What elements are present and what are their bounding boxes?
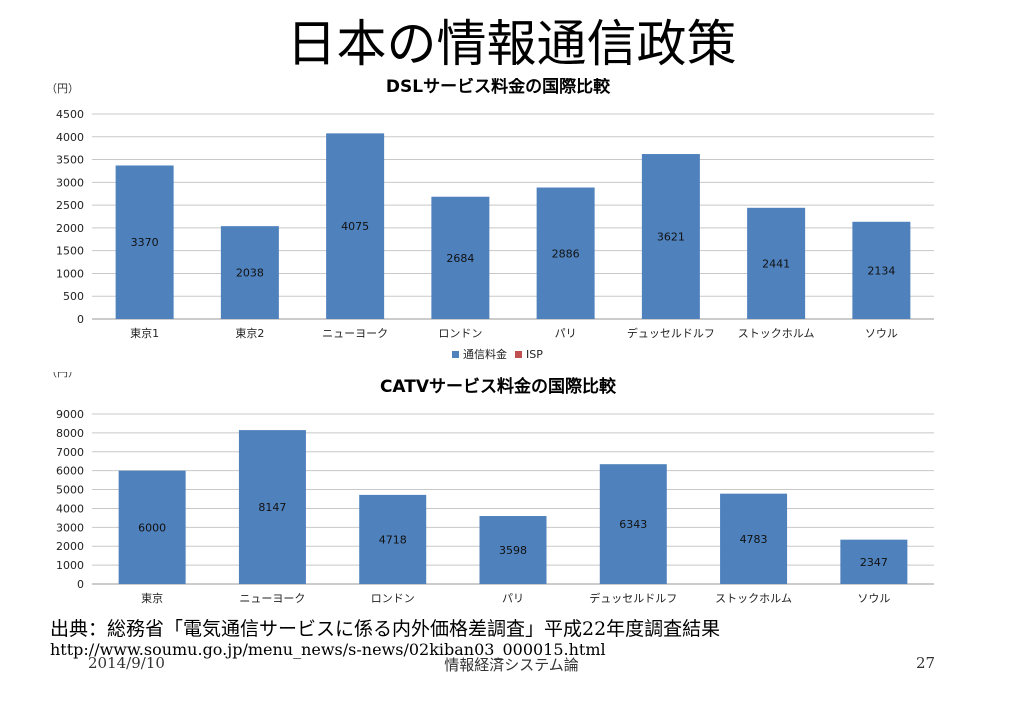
x-tick-label: ロンドン [371, 592, 415, 605]
bar [599, 464, 667, 584]
y-tick-label: 3500 [56, 154, 84, 167]
dsl-price-chart: DSLサービス料金の国際比較 （円） 0 500 1000 1500 2000 2500 300… [40, 78, 948, 370]
y-tick-label: 3000 [56, 176, 84, 189]
y-tick-label: 7000 [56, 446, 84, 459]
source-url: http://www.soumu.go.jp/menu_news/s-news/… [50, 640, 606, 659]
chart-svg: DSLサービス料金の国際比較 （円） 0 500 1000 1500 2000 2500 300… [46, 78, 934, 361]
y-tick-label: 1000 [56, 267, 84, 280]
footer-course-name: 情報経済システム論 [444, 656, 579, 674]
x-tick-label: ストックホルム [715, 592, 792, 605]
y-tick-label: 4000 [56, 502, 84, 515]
x-tick-label: ストックホルム [738, 327, 815, 340]
bar [720, 493, 788, 584]
legend-label: 通信料金 [463, 347, 507, 361]
y-tick-label: 6000 [56, 465, 84, 478]
bar [536, 187, 595, 319]
data-label: 4075 [341, 220, 369, 233]
bar [641, 154, 700, 319]
y-tick-label: 2000 [56, 222, 84, 235]
source-citation: 出典：総務省「電気通信サービスに係る内外価格差調査」平成22年度調査結果 [50, 618, 721, 640]
bar [852, 221, 911, 319]
y-tick-label: 1500 [56, 245, 84, 258]
x-tick-label: 東京2 [235, 326, 264, 340]
slide-title: 日本の情報通信政策 [286, 15, 737, 73]
y-tick-label: 5000 [56, 484, 84, 497]
x-tick-label: ニューヨーク [322, 327, 388, 340]
chart-title: DSLサービス料金の国際比較 [386, 78, 611, 97]
y-unit-label: （円） [46, 372, 79, 379]
x-tick-label: ソウル [865, 327, 898, 340]
data-label: 4783 [740, 533, 768, 546]
bar [115, 165, 174, 319]
bar [220, 226, 279, 319]
data-label: 3370 [131, 236, 159, 249]
chart-svg: CATVサービス料金の国際比較 （円） 0 1000 2000 3000 4000 5000 6… [46, 372, 934, 605]
bar [118, 470, 186, 584]
y-tick-label: 4500 [56, 108, 84, 121]
x-tick-label: デュッセルドルフ [627, 326, 715, 340]
bar [326, 133, 385, 319]
y-tick-label: 3000 [56, 521, 84, 534]
data-label: 8147 [258, 501, 286, 514]
y-tick-label: 9000 [56, 408, 84, 421]
bar [431, 196, 490, 319]
bar [359, 494, 427, 584]
x-tick-label: パリ [555, 327, 577, 340]
x-tick-label: 東京1 [130, 326, 159, 340]
bar [479, 516, 547, 584]
legend-swatch [452, 351, 459, 358]
x-tick-label: ロンドン [438, 327, 482, 340]
y-unit-label: （円） [46, 82, 79, 95]
data-label: 2886 [552, 247, 580, 260]
data-label: 2134 [867, 264, 895, 277]
y-tick-label: 500 [63, 290, 84, 303]
x-tick-label: ニューヨーク [239, 592, 305, 605]
data-label: 3598 [499, 544, 527, 557]
y-tick-label: 2500 [56, 199, 84, 212]
y-tick-label: 8000 [56, 427, 84, 440]
data-label: 3621 [657, 231, 685, 244]
legend-swatch [515, 351, 522, 358]
data-label: 2441 [762, 257, 790, 270]
y-tick-label: 2000 [56, 540, 84, 553]
y-tick-label: 0 [77, 578, 84, 591]
chart-title: CATVサービス料金の国際比較 [380, 376, 617, 397]
data-label: 4718 [379, 533, 407, 546]
bar [747, 207, 806, 319]
y-tick-label: 0 [77, 313, 84, 326]
bar [238, 430, 306, 584]
legend-label: ISP [526, 348, 543, 361]
data-label: 6343 [619, 518, 647, 531]
catv-price-chart: CATVサービス料金の国際比較 （円） 0 1000 2000 3000 4000 5000 6… [40, 372, 948, 612]
data-label: 2347 [860, 556, 888, 569]
bar [840, 539, 908, 584]
footer-page-number: 27 [916, 654, 936, 672]
x-tick-label: パリ [502, 592, 524, 605]
x-tick-label: 東京 [141, 591, 163, 605]
x-tick-label: デュッセルドルフ [589, 591, 677, 605]
y-tick-label: 4000 [56, 131, 84, 144]
y-tick-label: 1000 [56, 559, 84, 572]
data-label: 6000 [138, 521, 166, 534]
data-label: 2038 [236, 267, 264, 280]
data-label: 2684 [446, 252, 474, 265]
x-tick-label: ソウル [857, 592, 890, 605]
footer-date: 2014/9/10 [88, 654, 165, 672]
